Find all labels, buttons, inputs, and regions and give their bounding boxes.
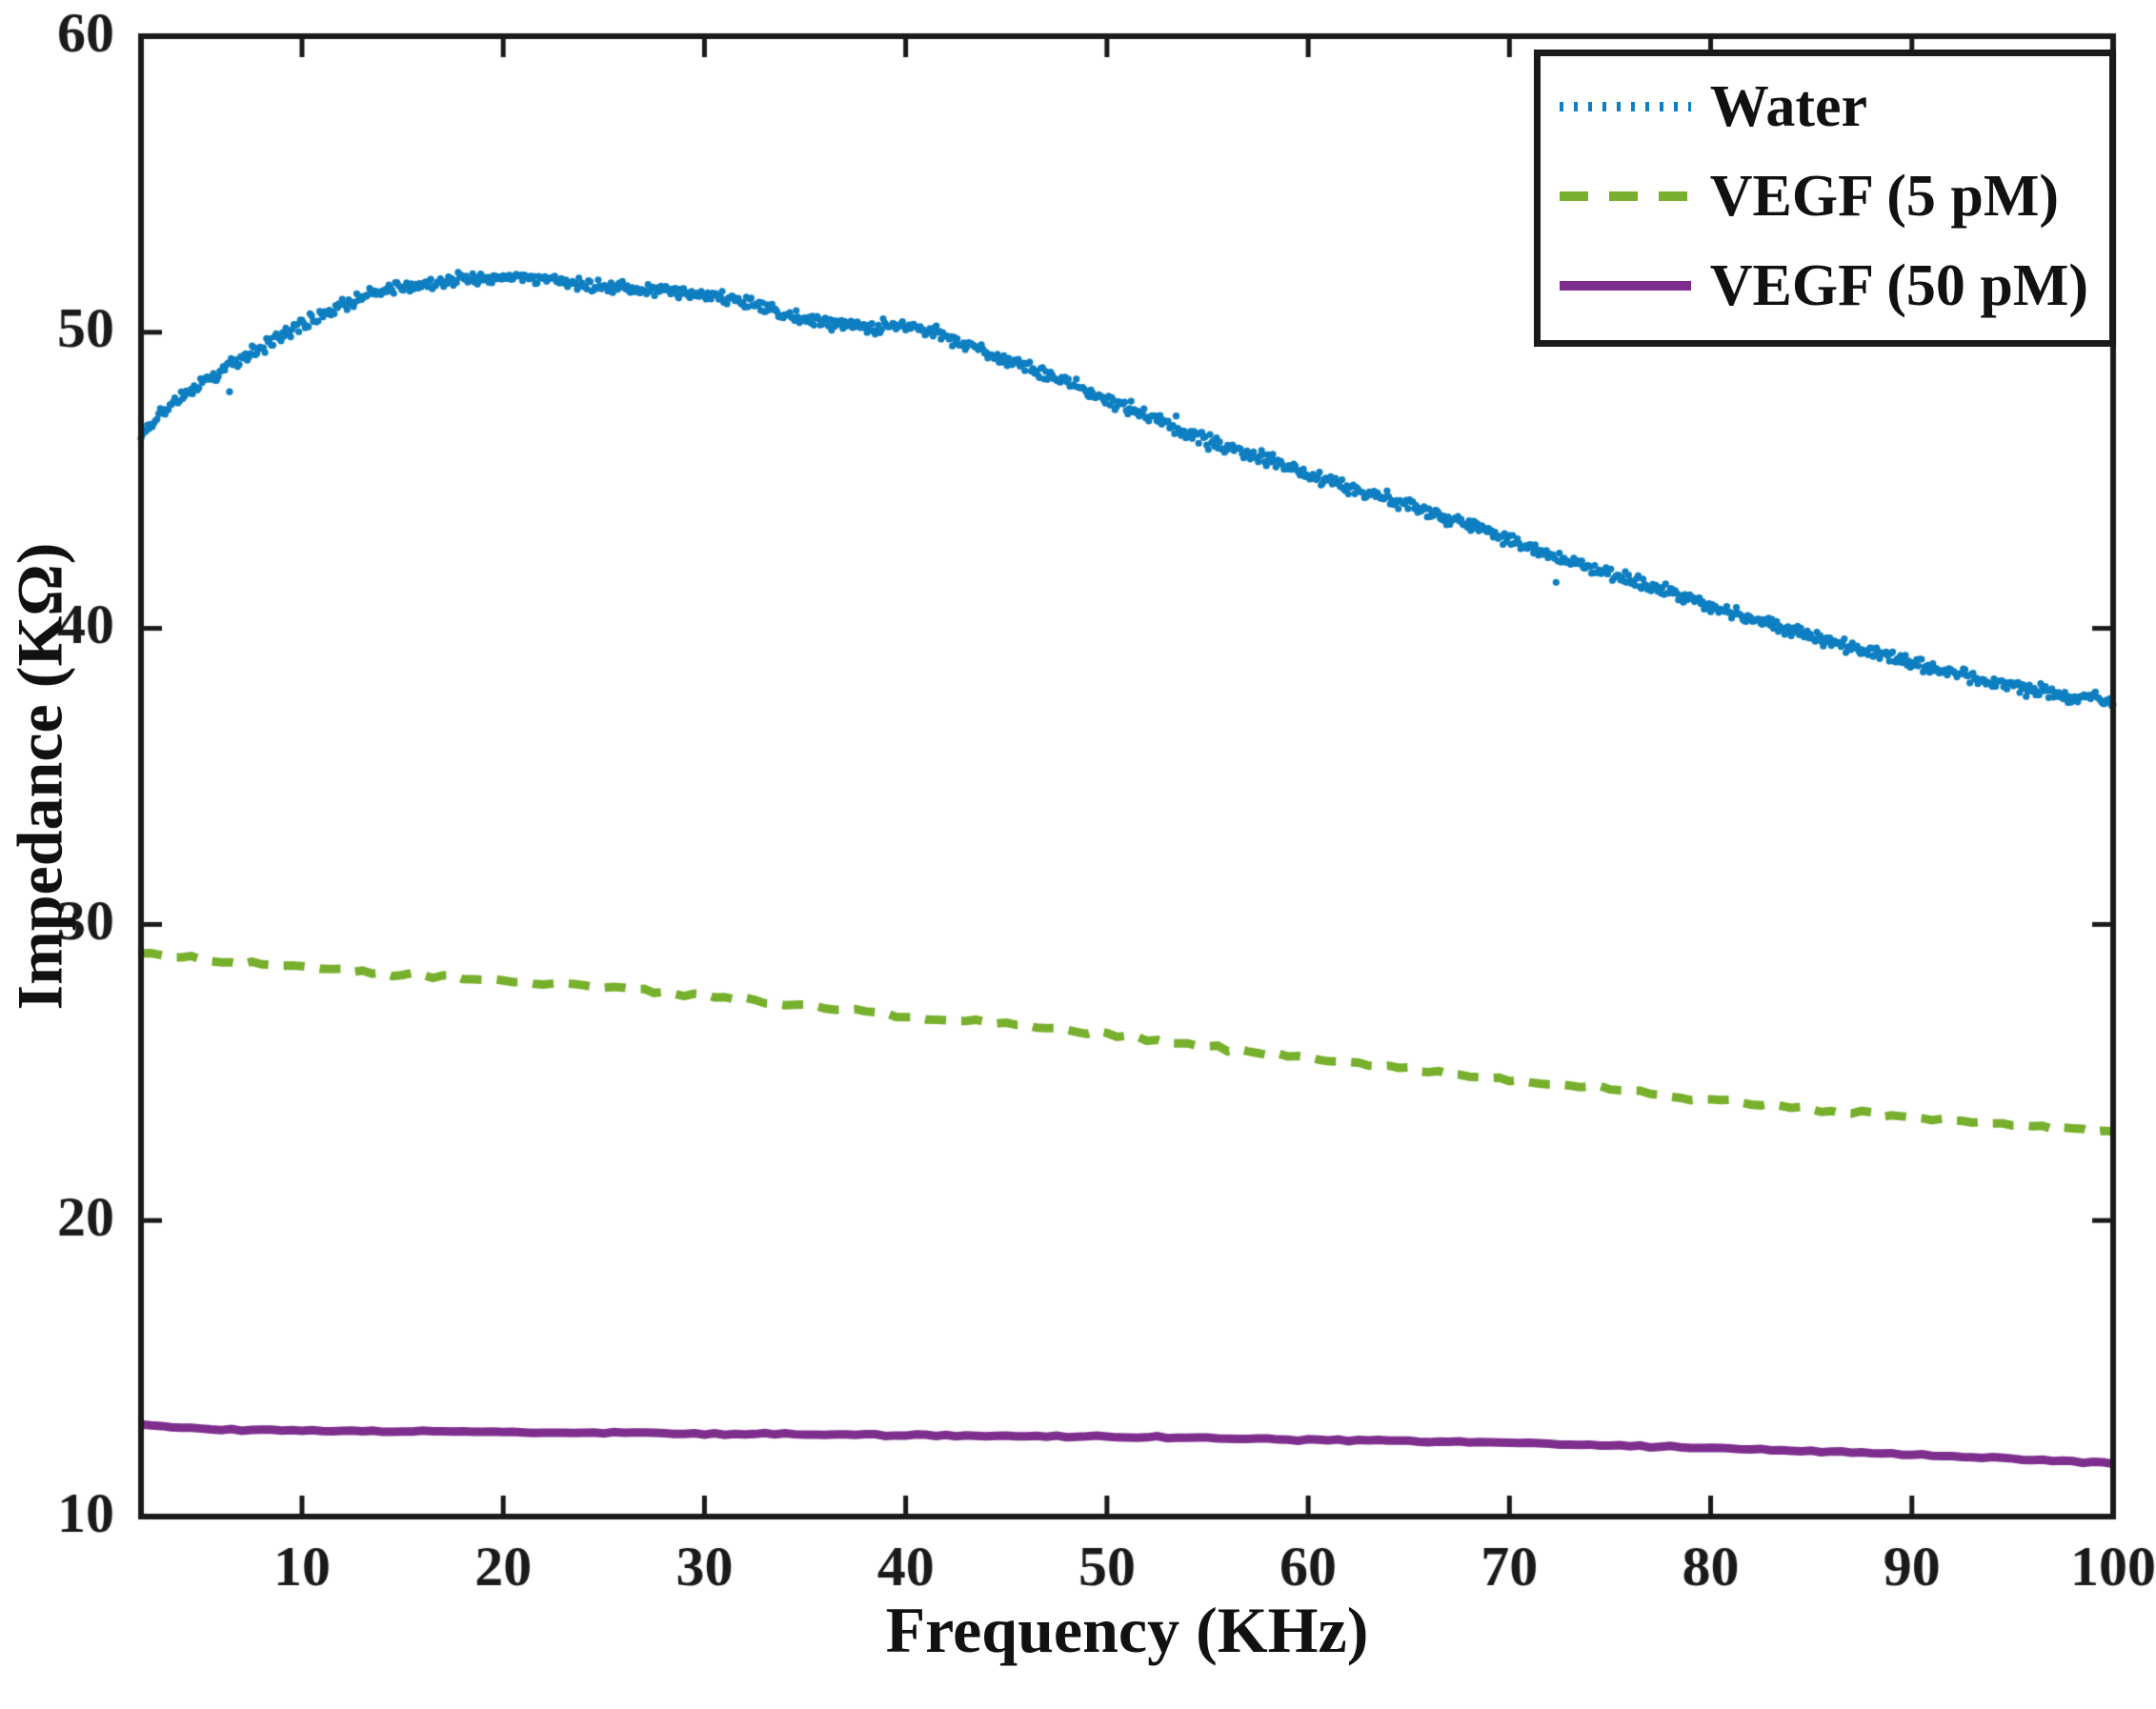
legend-line-sample	[1559, 102, 1691, 111]
legend-item: Water	[1554, 62, 2088, 151]
legend-label: VEGF (5 pM)	[1709, 163, 2059, 229]
legend-item: VEGF (5 pM)	[1554, 151, 2088, 241]
legend-label: Water	[1709, 73, 1868, 139]
legend-line-sample	[1559, 191, 1691, 201]
legend: Water VEGF (5 pM) VEGF (50 pM)	[1533, 50, 2116, 347]
x-axis-label: Frequency (KHz)	[885, 1594, 1369, 1666]
legend-line-sample	[1559, 281, 1691, 291]
legend-label: VEGF (50 pM)	[1709, 252, 2088, 318]
y-axis-label: Impedance (KΩ)	[3, 542, 76, 1011]
legend-item: VEGF (50 pM)	[1554, 241, 2088, 331]
